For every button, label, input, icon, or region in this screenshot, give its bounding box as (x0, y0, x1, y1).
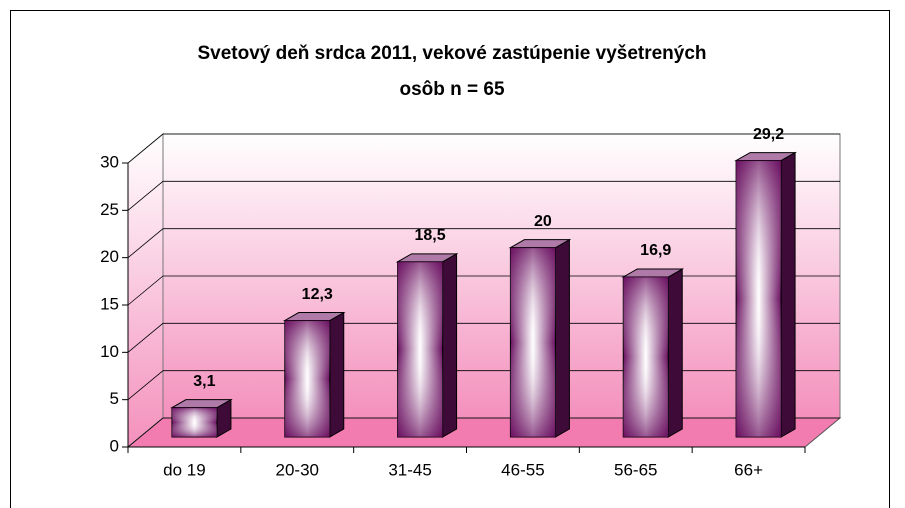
frame (10, 10, 890, 508)
y-tick-label: 10 (100, 342, 119, 361)
x-tick-label: 20-30 (276, 460, 319, 479)
bar-side (442, 253, 458, 438)
y-tick-label: 25 (100, 200, 119, 219)
x-tick-label: 66+ (734, 460, 763, 479)
x-tick-label: do 19 (163, 460, 206, 479)
bar-shade (171, 407, 217, 437)
bar-side (329, 311, 345, 438)
x-tick-label: 56-65 (614, 460, 657, 479)
grid-line (127, 180, 840, 211)
grid-line (127, 322, 840, 353)
bar-shade (736, 160, 782, 437)
value-label: 20 (534, 213, 552, 230)
value-label: 18,5 (415, 227, 446, 244)
y-tick-label: 0 (110, 436, 119, 455)
bar-side (667, 268, 683, 438)
x-tick-label: 46-55 (501, 460, 544, 479)
value-label: 29,2 (753, 126, 784, 143)
chart-title: Svetový deň srdca 2011, vekové zastúpeni… (197, 43, 707, 100)
grid-line (127, 275, 840, 306)
floor (126, 417, 842, 448)
value-label: 16,9 (640, 242, 671, 259)
y-tick-label: 5 (110, 389, 119, 408)
grid-line (127, 133, 840, 164)
bar-side (780, 151, 796, 438)
bar-shade (623, 277, 669, 437)
bar-shade (510, 247, 556, 437)
x-tick-label: 31-45 (388, 460, 431, 479)
value-label: 12,3 (302, 286, 333, 303)
bar-shade (284, 320, 330, 437)
y-tick-label: 15 (100, 294, 119, 313)
y-tick-label: 20 (100, 247, 119, 266)
y-tick-label: 30 (100, 152, 119, 171)
grid-line (127, 417, 840, 448)
value-label: 3,1 (193, 373, 215, 390)
bar-shade (397, 261, 443, 437)
grid-line (127, 370, 840, 400)
grid-line (127, 228, 840, 258)
bar-side (554, 238, 570, 438)
